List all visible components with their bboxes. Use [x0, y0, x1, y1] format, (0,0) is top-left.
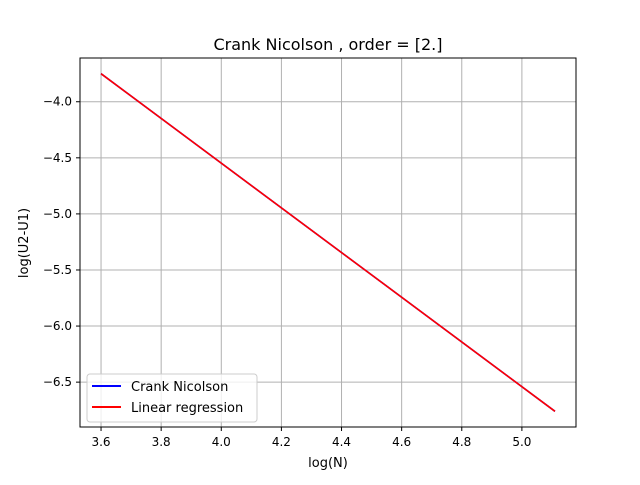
legend-label-crank-nicolson: Crank Nicolson [131, 380, 228, 395]
x-tick-label: 4.8 [452, 435, 471, 449]
x-tick-label: 4.2 [272, 435, 291, 449]
y-tick-label: −5.5 [43, 263, 72, 277]
x-tick-label: 4.6 [392, 435, 411, 449]
x-tick-label: 3.8 [152, 435, 171, 449]
plot-frame [79, 57, 577, 428]
series-line-linear-regression [100, 73, 556, 412]
x-tick-label: 3.6 [91, 435, 110, 449]
y-tick-label: −5.0 [43, 207, 72, 221]
x-tick-label: 4.0 [212, 435, 231, 449]
y-tick-label: −4.0 [43, 95, 72, 109]
axis-ticks: 3.6 3.8 4.0 4.2 4.4 4.6 4.8 5.0 −4.0 −4.5 −5.0 −5.5… [43, 95, 532, 449]
x-axis-label: log(N) [308, 456, 348, 471]
y-tick-label: −6.5 [43, 375, 72, 389]
chart-title: Crank Nicolson , order = [2.] [213, 35, 442, 54]
legend: Crank Nicolson Linear regression [86, 373, 258, 423]
grid [80, 58, 576, 427]
legend-label-linear-regression: Linear regression [131, 401, 243, 416]
y-axis-label: log(U2-U1) [17, 208, 32, 278]
legend-box [86, 373, 258, 423]
y-tick-label: −6.0 [43, 319, 72, 333]
series-lines [100, 73, 556, 412]
y-tick-label: −4.5 [43, 151, 72, 165]
x-tick-label: 4.4 [332, 435, 351, 449]
x-tick-label: 5.0 [512, 435, 531, 449]
